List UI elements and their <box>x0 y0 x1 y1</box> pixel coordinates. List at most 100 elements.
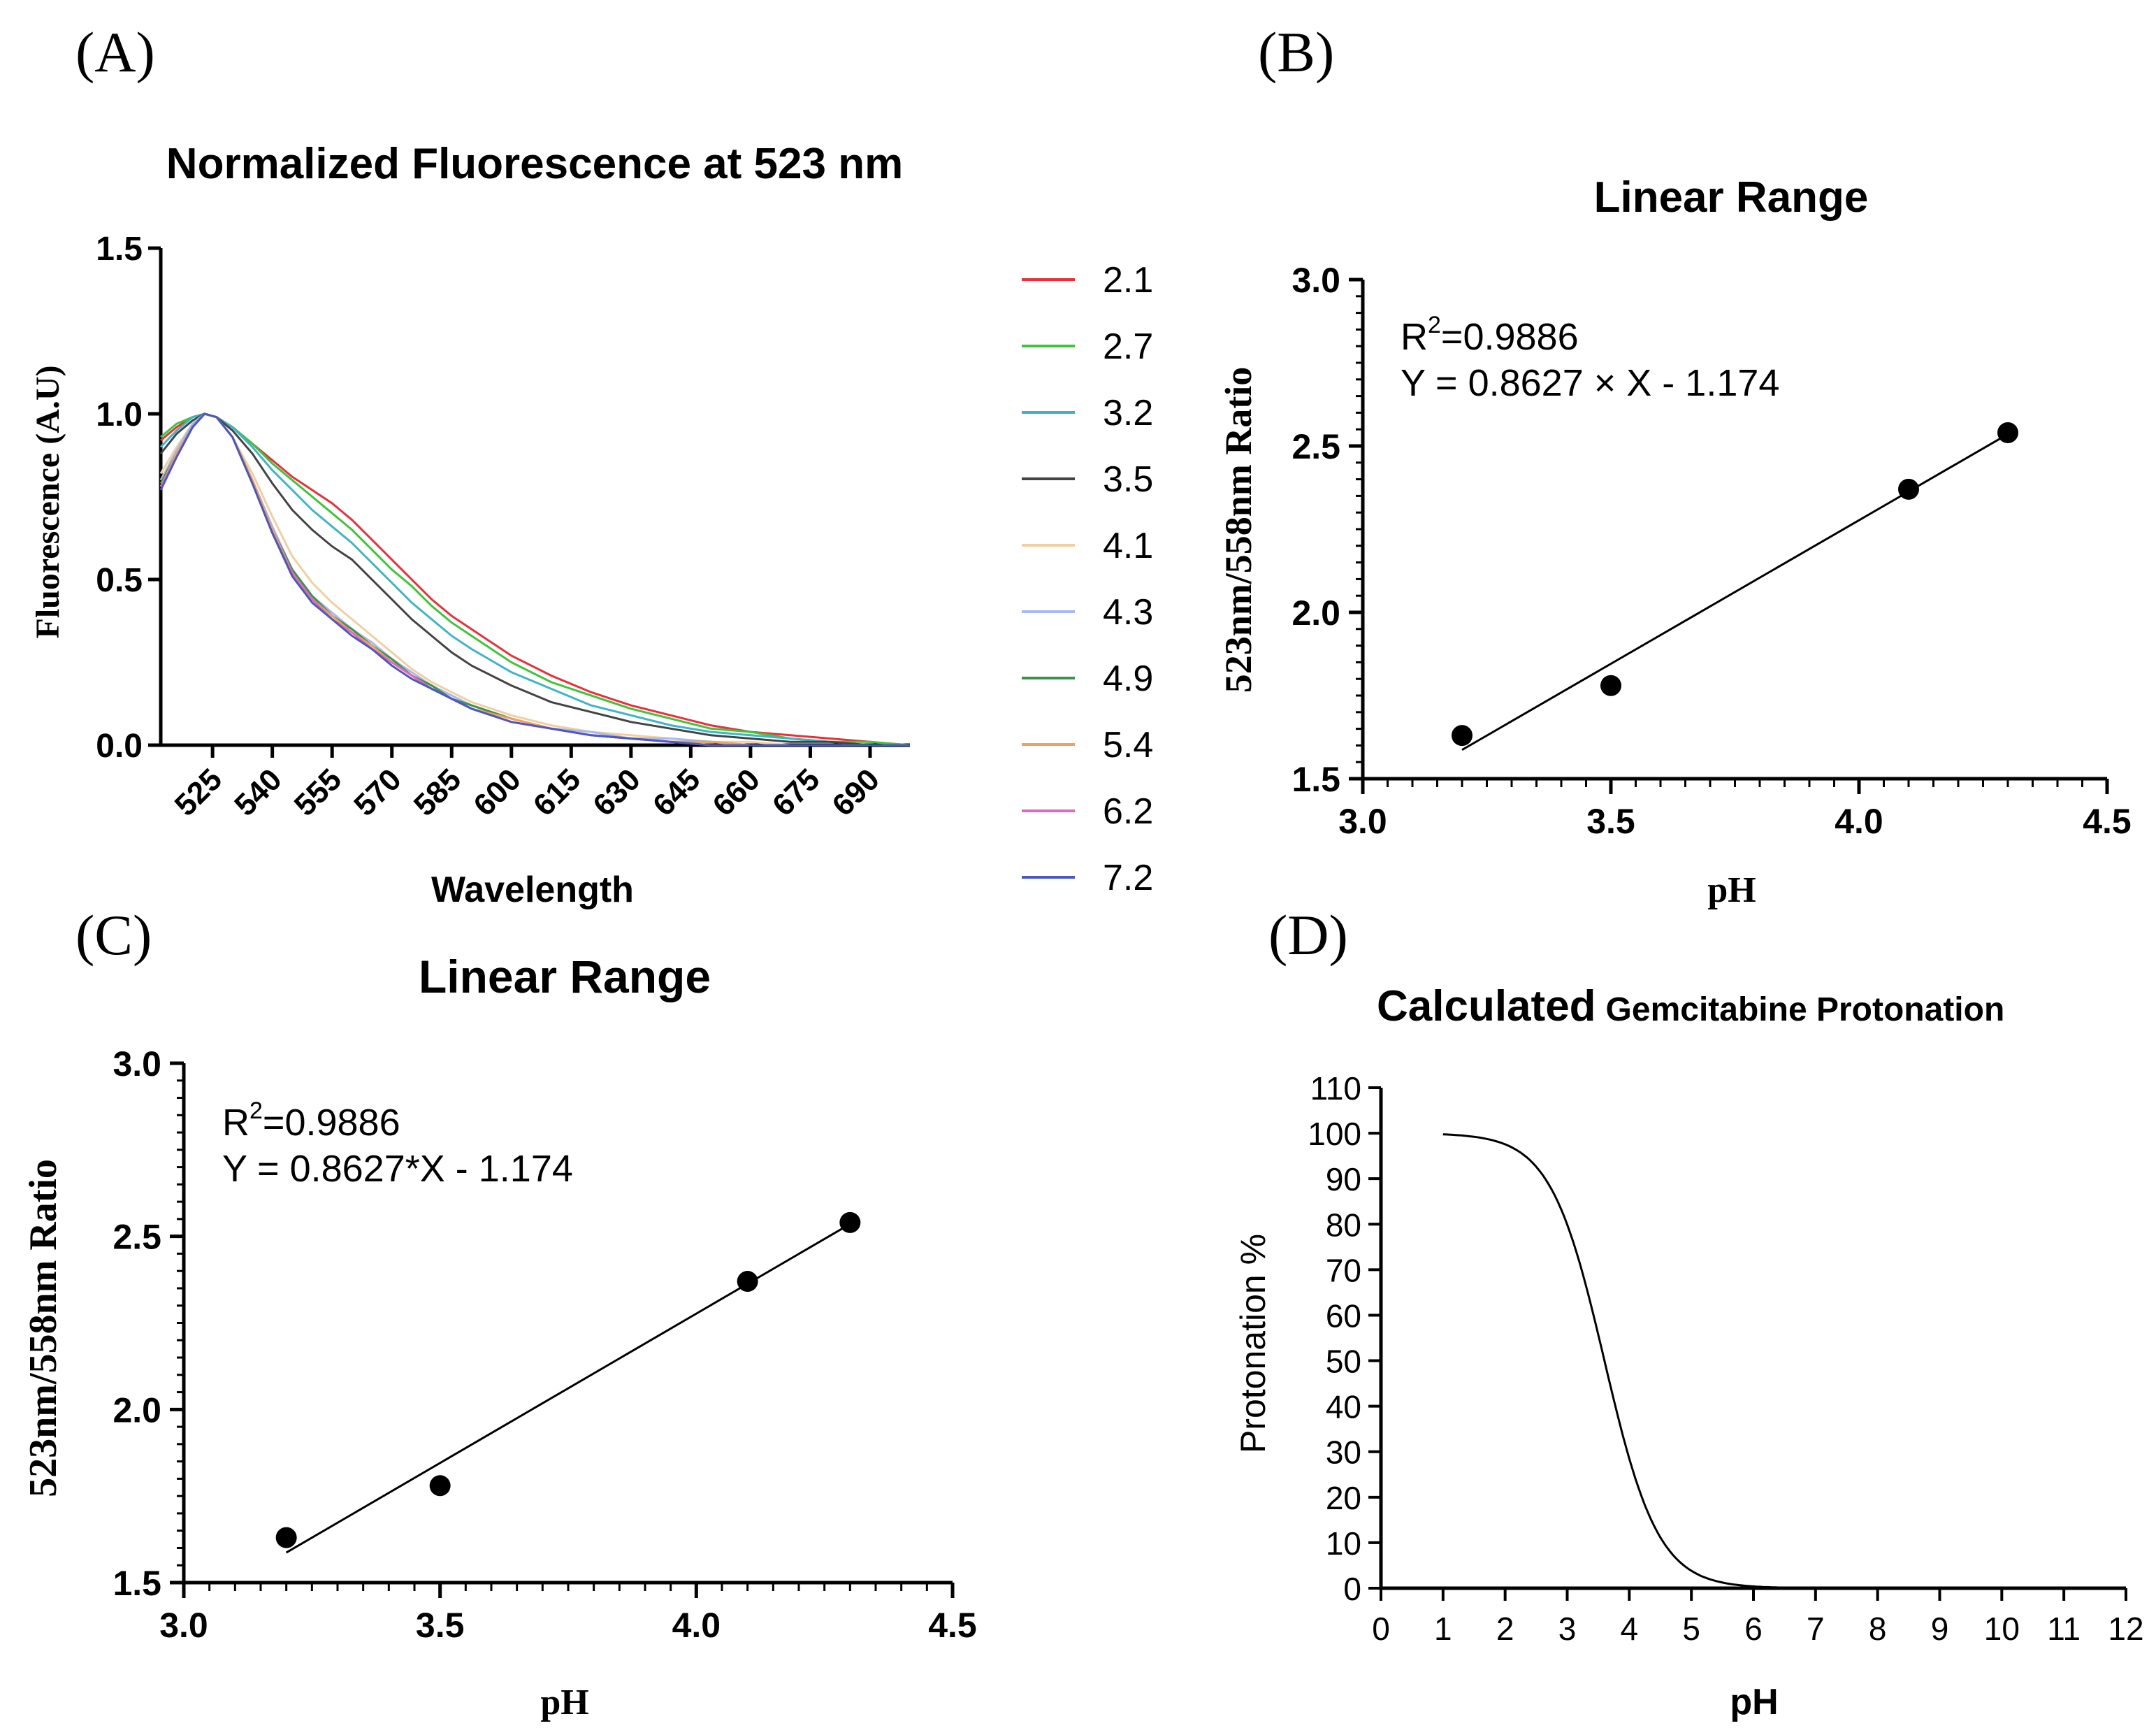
panel-a-legend-label: 2.7 <box>1103 326 1153 367</box>
panel-a-x-tick-label: 675 <box>766 762 827 823</box>
panel-d-x-tick-label: 12 <box>2108 1611 2143 1647</box>
panel-d-y-tick-label: 90 <box>1326 1161 1361 1197</box>
panel-c-r2-annotation: R2=0.9886 <box>222 1097 400 1144</box>
panel-a-x-tick-label: 630 <box>586 762 647 823</box>
panel-a-x-label: Wavelength <box>431 870 634 910</box>
panel-c-r-symbol: R <box>222 1102 249 1144</box>
panel-a-legend-label: 6.2 <box>1103 791 1153 832</box>
panel-d-x-tick-label: 4 <box>1621 1611 1639 1647</box>
panel-label-a: (A) <box>75 20 155 84</box>
panel-b-fit-line <box>1461 433 2009 751</box>
panel-b-title: Linear Range <box>1594 173 1869 222</box>
panel-a-y-tick-label: 1.0 <box>96 396 143 433</box>
panel-c-x-tick-label: 3.0 <box>159 1606 208 1645</box>
panel-d-y-tick-label: 80 <box>1326 1207 1361 1243</box>
panel-d-x-tick-label: 10 <box>1984 1611 2020 1647</box>
panel-b-y-label: 523nm/558nm Ratio <box>1217 367 1259 693</box>
panel-d-x-tick-label: 0 <box>1372 1611 1390 1647</box>
panel-d-plot <box>1442 1133 2126 1590</box>
panel-b-y-tick-label: 1.5 <box>1292 760 1340 799</box>
panel-a-legend-label: 2.1 <box>1103 260 1153 301</box>
panel-b-r2-annotation: R2=0.9886 <box>1401 312 1579 358</box>
panel-c-y-tick-label: 2.0 <box>113 1390 161 1430</box>
panel-d-x-tick-label: 6 <box>1744 1611 1763 1647</box>
panel-c-data-point <box>839 1211 861 1233</box>
panel-b-r2-superscript: 2 <box>1428 312 1441 338</box>
panel-d-x-label: pH <box>1730 1682 1778 1722</box>
panel-label-d: (D) <box>1268 903 1348 967</box>
panel-c-y-tick-label: 2.5 <box>113 1218 161 1257</box>
panel-a-legend-label: 3.5 <box>1103 459 1153 500</box>
panel-b-r2-value: =0.9886 <box>1441 316 1579 358</box>
panel-a-x-tick-label: 600 <box>467 762 528 823</box>
panel-c-equation: Y = 0.8627*X - 1.174 <box>222 1148 573 1190</box>
panel-c-x-tick-label: 4.5 <box>928 1606 977 1645</box>
panel-d-x-tick-label: 7 <box>1807 1611 1825 1647</box>
panel-b-x-label: pH <box>1707 870 1756 910</box>
panel-c-y-tick-label: 1.5 <box>113 1564 161 1603</box>
panel-a-legend: 2.1 2.7 3.2 3.5 4.1 4.3 4.9 5.4 6.2 7.2 <box>1022 260 1153 898</box>
panel-d-title: Calculated Gemcitabine Protonation <box>1377 982 2004 1030</box>
panel-b-x-tick-label: 3.0 <box>1338 802 1387 841</box>
panel-c-fit-line <box>285 1223 851 1554</box>
panel-b-y-tick-label: 2.0 <box>1292 593 1340 633</box>
panel-c-x-label: pH <box>540 1683 588 1722</box>
panel-d-x-tick-label: 11 <box>2047 1611 2081 1647</box>
panel-a-x-tick-label: 660 <box>706 762 767 823</box>
panel-a-x-tick-label: 555 <box>288 762 349 823</box>
panel-a-legend-label: 5.4 <box>1103 725 1153 765</box>
panel-d-x-tick-label: 5 <box>1682 1611 1700 1647</box>
panel-a-series-line-3.5 <box>159 412 910 747</box>
panel-a-y-axis: 0.0 0.5 1.0 1.5 <box>96 231 163 765</box>
panel-d-title-part2: Gemcitabine Protonation <box>1606 991 2005 1028</box>
panel-a-y-tick-label: 1.5 <box>96 231 143 268</box>
panel-b-axes: 1.5 2.0 2.5 3.0 3.0 3.5 4.0 4.5 <box>1292 261 2131 841</box>
panel-b-data-point <box>1600 675 1621 696</box>
panel-a-y-label: Fluorescence (A.U) <box>29 366 66 639</box>
panel-a-x-tick-label: 645 <box>646 762 707 823</box>
panel-a-x-tick-label: 690 <box>825 762 886 823</box>
panel-a-x-tick-label: 585 <box>407 762 468 823</box>
panel-c-r2-value: =0.9886 <box>263 1102 400 1144</box>
panel-label-b: (B) <box>1258 20 1334 84</box>
panel-d-y-label: Protonation % <box>1233 1234 1273 1453</box>
panel-c-plot <box>275 1211 861 1554</box>
panel-d: (D) Calculated Gemcitabine Protonation Pr… <box>1233 903 2144 1722</box>
panel-b: (B) Linear Range 523nm/558nm Ratio pH R2… <box>1217 20 2132 910</box>
panel-a-legend-label: 4.1 <box>1103 526 1153 566</box>
panel-a-series-line-3.2 <box>159 412 910 747</box>
panel-c-data-point <box>275 1527 297 1548</box>
panel-b-data-point <box>1997 422 2018 443</box>
panel-d-protonation-curve <box>1442 1133 2126 1590</box>
panel-label-c: (C) <box>75 903 152 967</box>
panel-b-equation: Y = 0.8627 × X - 1.174 <box>1401 362 1779 404</box>
panel-d-x-tick-label: 8 <box>1869 1611 1887 1647</box>
panel-a-series <box>159 412 911 747</box>
panel-d-y-tick-label: 30 <box>1326 1434 1361 1471</box>
panel-b-y-tick-label: 2.5 <box>1292 427 1340 466</box>
panel-a-x-tick-label: 525 <box>168 762 229 823</box>
panel-c-axes: 1.5 2.0 2.5 3.0 3.0 3.5 4.0 4.5 <box>113 1044 976 1645</box>
panel-c-x-tick-label: 3.5 <box>416 1606 465 1645</box>
panel-d-y-tick-label: 10 <box>1326 1525 1361 1562</box>
panel-c: (C) Linear Range 523nm/558nm Ratio pH R2… <box>22 903 977 1722</box>
panel-c-y-tick-label: 3.0 <box>113 1044 161 1084</box>
panel-a: (A) Normalized Fluorescence at 523 nm Fl… <box>29 20 1153 910</box>
panel-d-x-tick-label: 2 <box>1496 1611 1514 1647</box>
panel-c-data-point <box>429 1475 451 1497</box>
panel-b-r-symbol: R <box>1401 316 1428 358</box>
panel-a-x-tick-label: 570 <box>347 762 408 823</box>
panel-a-y-tick-label: 0.5 <box>96 562 143 599</box>
panel-d-y-tick-label: 100 <box>1308 1116 1361 1152</box>
panel-c-y-label: 523nm/558nm Ratio <box>22 1159 65 1497</box>
panel-d-x-tick-label: 1 <box>1434 1611 1452 1647</box>
panel-b-data-point <box>1898 478 1919 500</box>
panel-b-plot <box>1452 422 2018 751</box>
panel-a-x-tick-label: 615 <box>527 762 588 823</box>
panel-d-y-tick-label: 70 <box>1326 1252 1361 1288</box>
panel-c-r2-superscript: 2 <box>249 1097 263 1124</box>
panel-b-y-tick-label: 3.0 <box>1292 261 1340 300</box>
panel-a-x-tick-label: 540 <box>228 762 289 823</box>
